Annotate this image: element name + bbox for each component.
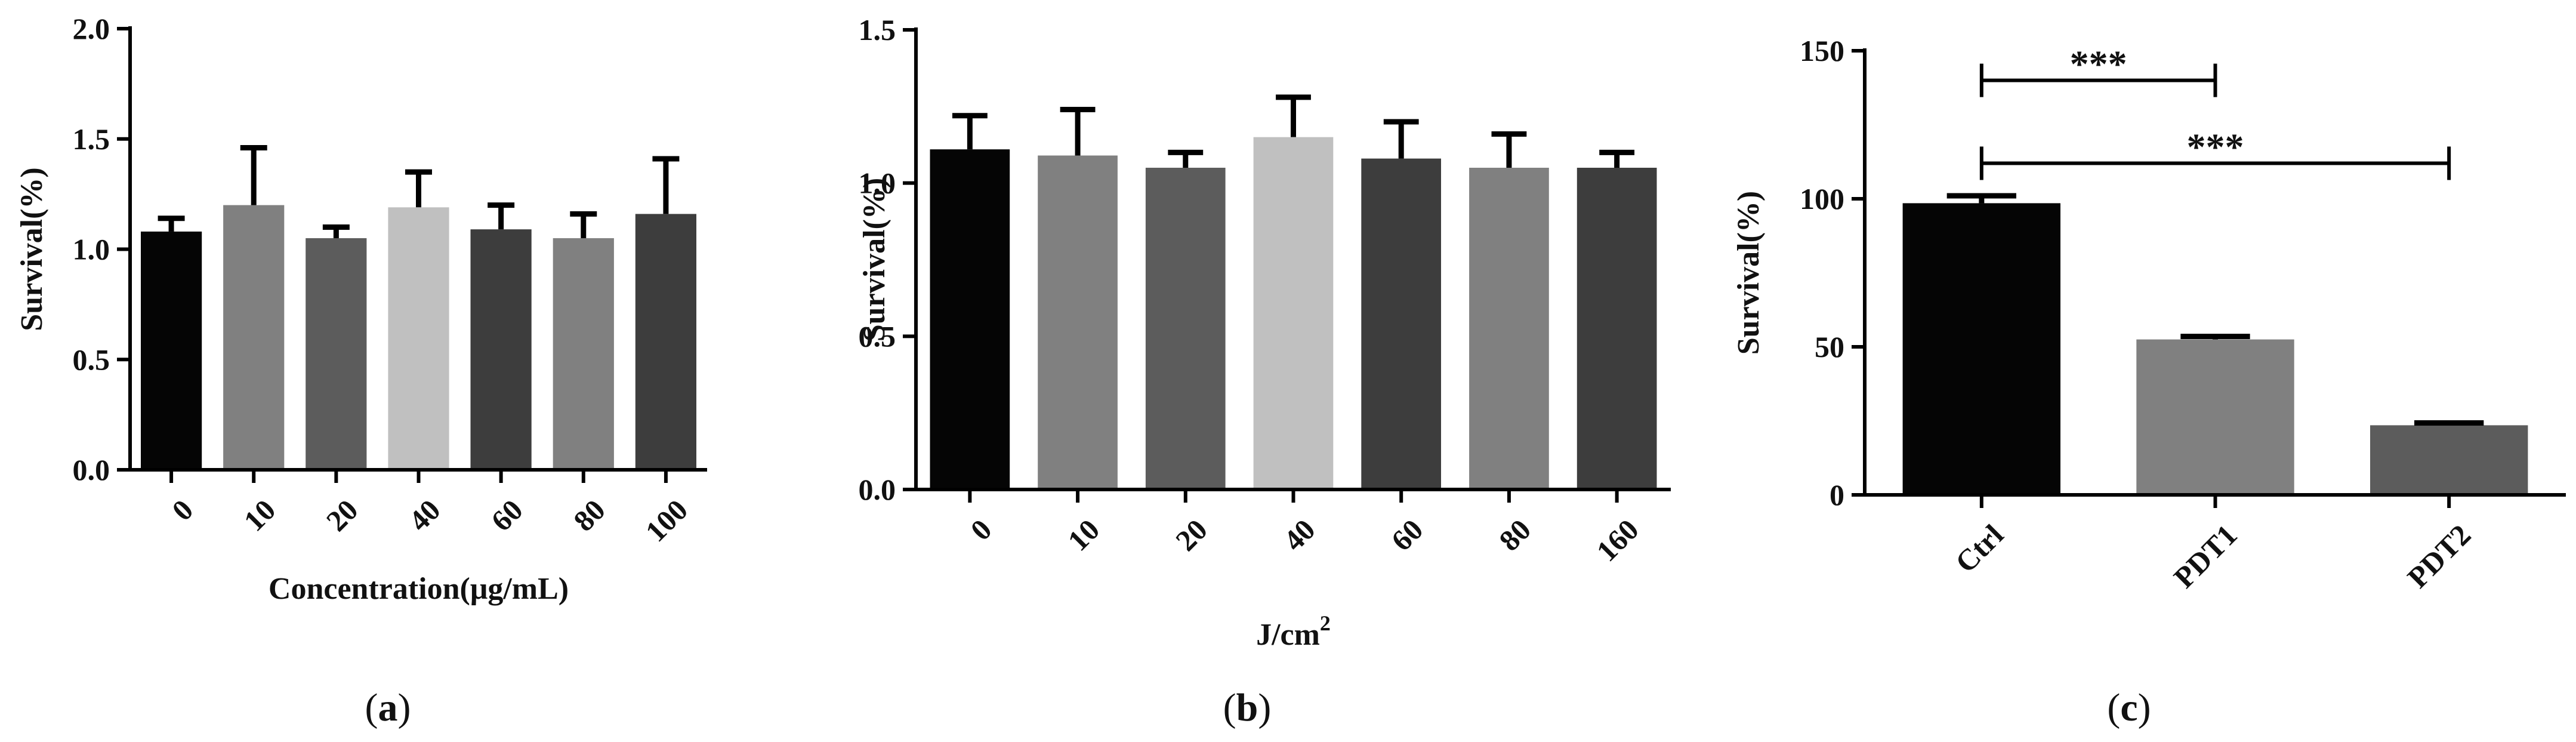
chart-a-errorbar-80	[570, 211, 597, 239]
chart-a-bar-40	[388, 207, 449, 470]
chart-b-x-tick-label: 20	[1169, 513, 1214, 558]
chart-a-x-tick-label: 20	[320, 493, 365, 538]
chart-a-panel-label: (a)	[365, 686, 411, 729]
chart-b-errorbar-40	[1276, 94, 1311, 137]
chart-a-x-tick-label: 40	[402, 493, 447, 538]
chart-a-y-axis-title: Survival(%)	[15, 167, 49, 331]
chart-a-bar-10	[223, 205, 285, 470]
chart-a-errorbar-20	[322, 224, 350, 239]
chart-b-x-tick-label: 160	[1590, 513, 1645, 568]
chart-b-bar-160	[1577, 168, 1657, 489]
chart-a: 0.0 0.5 1.0 1.5 2.0 0 10 20 40 60 80 100 Survival(%)…	[15, 12, 707, 729]
chart-b-x-tick-label: 40	[1277, 513, 1322, 558]
chart-b-x-axis-title: J/cm2	[1256, 611, 1331, 652]
chart-a-errorbar-0	[158, 215, 185, 232]
chart-a-errorbar-60	[488, 202, 515, 230]
chart-c-y-tick-label: 0	[1830, 478, 1844, 512]
chart-b-bar-0	[930, 149, 1010, 489]
chart-c-y-axis-title: Survival(%)	[1732, 191, 1766, 355]
chart-a-y-tick-label: 0.5	[73, 343, 110, 376]
chart-b-panel-letter: b	[1236, 686, 1258, 729]
chart-c-bar-PDT1	[2136, 339, 2294, 495]
chart-c-significance-label: ***	[2070, 43, 2127, 85]
chart-b-errorbar-0	[952, 113, 988, 150]
chart-b-x-tick-label: 10	[1061, 513, 1106, 558]
chart-b-x-tick-label: 0	[964, 513, 998, 547]
chart-a-x-tick-label: 10	[237, 493, 282, 538]
chart-a-bar-0	[141, 231, 202, 470]
chart-c-x-tick-label: PDT1	[2167, 518, 2244, 595]
chart-c: 0 50 100 150 Ctrl PDT1 PDT2 Survival(%) *** *** (c…	[1732, 34, 2566, 729]
chart-b-x-tick-label: 80	[1492, 513, 1537, 558]
chart-b-x-tick-label: 60	[1384, 513, 1429, 558]
chart-a-bar-80	[553, 238, 614, 470]
chart-b-bar-40	[1253, 137, 1334, 489]
chart-a-bar-20	[306, 238, 367, 470]
chart-b-y-axis-title: Survival(%)	[857, 178, 891, 341]
chart-a-bar-60	[470, 229, 532, 470]
chart-a-x-tick-label: 100	[639, 493, 695, 549]
chart-c-errorbar-PDT2	[2414, 420, 2484, 426]
chart-c-panel-letter: c	[2120, 686, 2137, 729]
chart-b-errorbar-10	[1060, 106, 1096, 156]
chart-b-bar-20	[1145, 168, 1226, 489]
chart-a-bar-100	[635, 214, 696, 470]
chart-a-y-tick-label: 1.0	[73, 233, 110, 266]
chart-c-y-tick-label: 100	[1800, 182, 1844, 215]
chart-b-bar-10	[1038, 155, 1118, 489]
chart-c-panel-label: (c)	[2107, 686, 2151, 729]
chart-a-errorbar-10	[240, 145, 267, 205]
chart-c-errorbar-Ctrl	[1946, 193, 2016, 204]
chart-c-y-tick-label: 150	[1800, 34, 1844, 67]
chart-c-x-tick-label: Ctrl	[1949, 518, 2010, 579]
chart-a-y-tick-label: 1.5	[73, 122, 110, 156]
chart-c-bar-Ctrl	[1902, 203, 2060, 495]
chart-a-errorbar-40	[405, 169, 432, 208]
chart-c-significance-bracket: ***	[1979, 43, 2217, 97]
chart-b-bar-60	[1361, 158, 1441, 490]
chart-b-errorbar-20	[1168, 149, 1204, 168]
chart-b-panel-label: (b)	[1223, 686, 1272, 729]
chart-b-x-axis-title-superscript: 2	[1320, 611, 1331, 635]
chart-c-errorbar-PDT1	[2180, 334, 2250, 340]
chart-a-errorbar-100	[652, 156, 680, 214]
chart-a-x-axis-title: Concentration(μg/mL)	[269, 572, 569, 606]
chart-c-x-tick-label: PDT2	[2401, 518, 2477, 595]
chart-c-significance-label: ***	[2187, 125, 2244, 168]
chart-c-bar-PDT2	[2370, 425, 2528, 495]
chart-c-significance-bracket: ***	[1979, 125, 2451, 180]
chart-b-y-tick-label: 1.0	[859, 167, 896, 200]
chart-b-bar-80	[1469, 168, 1549, 489]
chart-b: 0.0 0.5 1.0 1.5 0 10 20 40 60 80 160 Survival(%) J/c…	[857, 13, 1671, 729]
chart-b-y-tick-label: 0.5	[859, 319, 896, 353]
chart-a-panel-letter: a	[378, 686, 398, 729]
chart-a-y-tick-label: 0.0	[73, 453, 110, 487]
chart-b-y-tick-label: 1.5	[859, 13, 896, 47]
chart-b-x-axis-title-text: J/cm	[1256, 618, 1320, 652]
chart-a-x-tick-label: 60	[485, 493, 529, 538]
chart-b-errorbar-80	[1491, 131, 1527, 168]
chart-a-x-tick-label: 80	[567, 493, 612, 538]
chart-a-x-axis-title-text: Concentration(μg/mL)	[269, 572, 569, 606]
chart-a-x-tick-label: 0	[165, 493, 199, 527]
chart-b-errorbar-60	[1383, 119, 1419, 159]
chart-a-y-tick-label: 2.0	[73, 12, 110, 45]
chart-b-errorbar-160	[1599, 149, 1635, 168]
chart-b-y-tick-label: 0.0	[859, 473, 896, 506]
chart-c-y-tick-label: 50	[1815, 330, 1844, 364]
